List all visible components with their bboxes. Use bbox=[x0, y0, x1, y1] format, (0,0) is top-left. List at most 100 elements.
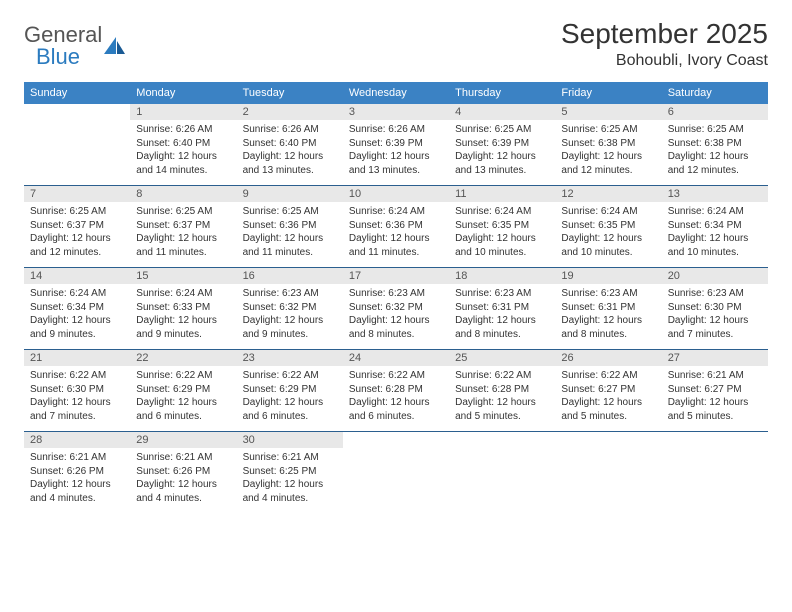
day-line: and 6 minutes. bbox=[243, 410, 337, 424]
day-line: and 11 minutes. bbox=[349, 246, 443, 260]
day-line: Sunset: 6:27 PM bbox=[561, 383, 655, 397]
day-line: and 13 minutes. bbox=[349, 164, 443, 178]
day-cell: 21Sunrise: 6:22 AMSunset: 6:30 PMDayligh… bbox=[24, 350, 130, 432]
day-number: 24 bbox=[343, 350, 449, 366]
day-line: Sunrise: 6:26 AM bbox=[243, 123, 337, 137]
day-line: and 6 minutes. bbox=[136, 410, 230, 424]
day-cell: 20Sunrise: 6:23 AMSunset: 6:30 PMDayligh… bbox=[662, 268, 768, 350]
day-body: Sunrise: 6:22 AMSunset: 6:27 PMDaylight:… bbox=[555, 366, 661, 431]
day-number: 19 bbox=[555, 268, 661, 284]
col-saturday: Saturday bbox=[662, 82, 768, 104]
day-line: Daylight: 12 hours bbox=[455, 314, 549, 328]
day-body: Sunrise: 6:25 AMSunset: 6:37 PMDaylight:… bbox=[24, 202, 130, 267]
day-cell: 24Sunrise: 6:22 AMSunset: 6:28 PMDayligh… bbox=[343, 350, 449, 432]
day-line: Sunset: 6:40 PM bbox=[243, 137, 337, 151]
day-cell: 30Sunrise: 6:21 AMSunset: 6:25 PMDayligh… bbox=[237, 432, 343, 514]
day-line: Daylight: 12 hours bbox=[243, 232, 337, 246]
day-cell: 10Sunrise: 6:24 AMSunset: 6:36 PMDayligh… bbox=[343, 186, 449, 268]
day-cell bbox=[449, 432, 555, 514]
col-wednesday: Wednesday bbox=[343, 82, 449, 104]
day-line: Sunrise: 6:25 AM bbox=[668, 123, 762, 137]
day-number: 5 bbox=[555, 104, 661, 120]
day-line: Sunset: 6:37 PM bbox=[136, 219, 230, 233]
day-line: Sunset: 6:39 PM bbox=[455, 137, 549, 151]
day-number: 16 bbox=[237, 268, 343, 284]
brand-logo: General Blue bbox=[24, 24, 126, 68]
location: Bohoubli, Ivory Coast bbox=[561, 52, 768, 70]
brand-sail-icon bbox=[104, 37, 126, 55]
day-line: Daylight: 12 hours bbox=[136, 314, 230, 328]
day-number: 4 bbox=[449, 104, 555, 120]
col-thursday: Thursday bbox=[449, 82, 555, 104]
day-body: Sunrise: 6:22 AMSunset: 6:29 PMDaylight:… bbox=[130, 366, 236, 431]
day-cell: 19Sunrise: 6:23 AMSunset: 6:31 PMDayligh… bbox=[555, 268, 661, 350]
day-cell: 5Sunrise: 6:25 AMSunset: 6:38 PMDaylight… bbox=[555, 104, 661, 186]
day-line: Sunrise: 6:22 AM bbox=[349, 369, 443, 383]
brand-line2: Blue bbox=[36, 46, 102, 68]
col-tuesday: Tuesday bbox=[237, 82, 343, 104]
week-row: 21Sunrise: 6:22 AMSunset: 6:30 PMDayligh… bbox=[24, 350, 768, 432]
day-body: Sunrise: 6:25 AMSunset: 6:37 PMDaylight:… bbox=[130, 202, 236, 267]
day-line: Sunrise: 6:26 AM bbox=[349, 123, 443, 137]
day-line: Daylight: 12 hours bbox=[136, 478, 230, 492]
day-line: Sunset: 6:25 PM bbox=[243, 465, 337, 479]
day-cell: 9Sunrise: 6:25 AMSunset: 6:36 PMDaylight… bbox=[237, 186, 343, 268]
day-number: 23 bbox=[237, 350, 343, 366]
day-body: Sunrise: 6:23 AMSunset: 6:31 PMDaylight:… bbox=[449, 284, 555, 349]
day-line: Sunrise: 6:26 AM bbox=[136, 123, 230, 137]
day-line: Daylight: 12 hours bbox=[349, 314, 443, 328]
day-body: Sunrise: 6:25 AMSunset: 6:38 PMDaylight:… bbox=[662, 120, 768, 185]
day-line: Daylight: 12 hours bbox=[561, 396, 655, 410]
day-line: Sunrise: 6:22 AM bbox=[561, 369, 655, 383]
day-line: Sunset: 6:35 PM bbox=[455, 219, 549, 233]
day-line: Daylight: 12 hours bbox=[455, 232, 549, 246]
day-line: Sunrise: 6:24 AM bbox=[455, 205, 549, 219]
day-body: Sunrise: 6:26 AMSunset: 6:40 PMDaylight:… bbox=[130, 120, 236, 185]
day-number: 25 bbox=[449, 350, 555, 366]
header-row: Sunday Monday Tuesday Wednesday Thursday… bbox=[24, 82, 768, 104]
day-cell: 14Sunrise: 6:24 AMSunset: 6:34 PMDayligh… bbox=[24, 268, 130, 350]
day-body: Sunrise: 6:25 AMSunset: 6:38 PMDaylight:… bbox=[555, 120, 661, 185]
week-row: 7Sunrise: 6:25 AMSunset: 6:37 PMDaylight… bbox=[24, 186, 768, 268]
day-cell: 23Sunrise: 6:22 AMSunset: 6:29 PMDayligh… bbox=[237, 350, 343, 432]
day-line: and 7 minutes. bbox=[668, 328, 762, 342]
day-cell bbox=[662, 432, 768, 514]
day-cell: 12Sunrise: 6:24 AMSunset: 6:35 PMDayligh… bbox=[555, 186, 661, 268]
week-row: 14Sunrise: 6:24 AMSunset: 6:34 PMDayligh… bbox=[24, 268, 768, 350]
day-line: Daylight: 12 hours bbox=[136, 150, 230, 164]
day-line: Sunrise: 6:25 AM bbox=[561, 123, 655, 137]
month-title: September 2025 bbox=[561, 18, 768, 50]
day-line: Daylight: 12 hours bbox=[136, 232, 230, 246]
day-line: Daylight: 12 hours bbox=[30, 396, 124, 410]
day-line: Sunrise: 6:21 AM bbox=[136, 451, 230, 465]
day-body: Sunrise: 6:26 AMSunset: 6:40 PMDaylight:… bbox=[237, 120, 343, 185]
day-cell bbox=[24, 104, 130, 186]
day-cell: 7Sunrise: 6:25 AMSunset: 6:37 PMDaylight… bbox=[24, 186, 130, 268]
day-cell: 8Sunrise: 6:25 AMSunset: 6:37 PMDaylight… bbox=[130, 186, 236, 268]
day-line: Daylight: 12 hours bbox=[668, 232, 762, 246]
day-line: Sunrise: 6:25 AM bbox=[243, 205, 337, 219]
day-cell: 1Sunrise: 6:26 AMSunset: 6:40 PMDaylight… bbox=[130, 104, 236, 186]
day-body: Sunrise: 6:24 AMSunset: 6:34 PMDaylight:… bbox=[662, 202, 768, 267]
day-number: 26 bbox=[555, 350, 661, 366]
day-number: 20 bbox=[662, 268, 768, 284]
day-line: Daylight: 12 hours bbox=[455, 396, 549, 410]
day-line: Sunrise: 6:23 AM bbox=[668, 287, 762, 301]
day-line: and 11 minutes. bbox=[136, 246, 230, 260]
day-line: Sunset: 6:37 PM bbox=[30, 219, 124, 233]
col-sunday: Sunday bbox=[24, 82, 130, 104]
day-line: and 4 minutes. bbox=[30, 492, 124, 506]
day-number: 28 bbox=[24, 432, 130, 448]
day-line: Sunrise: 6:23 AM bbox=[243, 287, 337, 301]
day-cell: 22Sunrise: 6:22 AMSunset: 6:29 PMDayligh… bbox=[130, 350, 236, 432]
day-body: Sunrise: 6:25 AMSunset: 6:39 PMDaylight:… bbox=[449, 120, 555, 185]
col-monday: Monday bbox=[130, 82, 236, 104]
day-line: and 14 minutes. bbox=[136, 164, 230, 178]
day-body: Sunrise: 6:24 AMSunset: 6:35 PMDaylight:… bbox=[555, 202, 661, 267]
day-number: 10 bbox=[343, 186, 449, 202]
day-line: Daylight: 12 hours bbox=[30, 314, 124, 328]
day-body: Sunrise: 6:24 AMSunset: 6:33 PMDaylight:… bbox=[130, 284, 236, 349]
day-line: and 10 minutes. bbox=[561, 246, 655, 260]
day-line: and 6 minutes. bbox=[349, 410, 443, 424]
day-line: Daylight: 12 hours bbox=[243, 396, 337, 410]
